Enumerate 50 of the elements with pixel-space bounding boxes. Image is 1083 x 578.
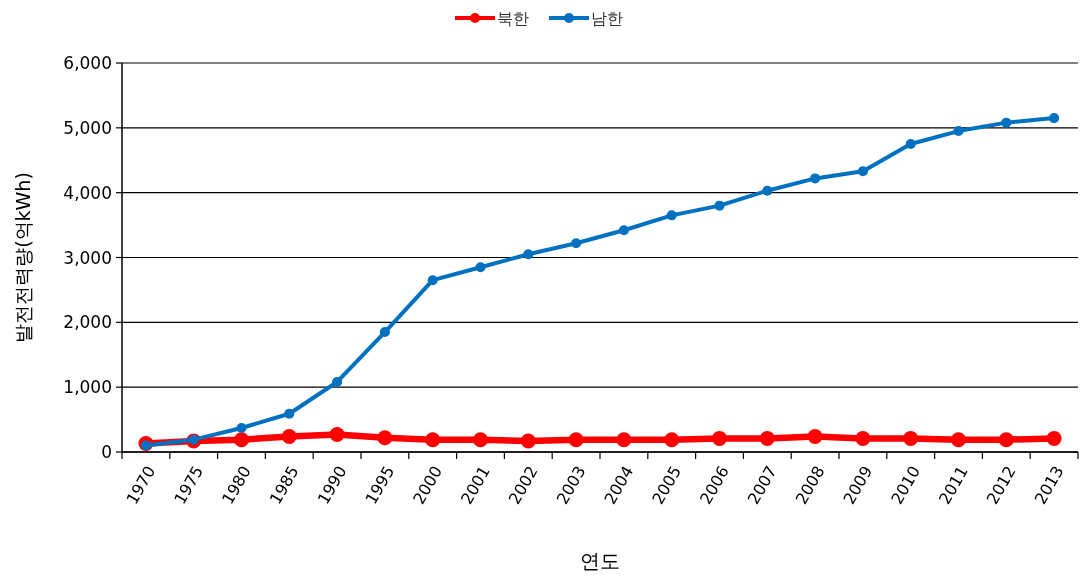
point (1049, 113, 1060, 124)
point (666, 210, 677, 221)
legend-남한: 남한 (549, 9, 623, 28)
point (236, 423, 247, 434)
legend-북한: 북한 (455, 9, 529, 28)
point (329, 427, 345, 442)
point (473, 432, 488, 448)
point (810, 173, 821, 184)
point (998, 432, 1014, 448)
point (855, 430, 871, 446)
point (712, 430, 727, 446)
point (523, 249, 534, 260)
y-tick-label: 1,000 (63, 377, 112, 398)
point (234, 432, 249, 448)
y-tick-label: 4,000 (63, 182, 112, 203)
y-tick-label: 3,000 (63, 247, 112, 268)
legend-label: 남한 (591, 9, 623, 28)
y-tick-label: 0 (101, 442, 112, 462)
y-axis-title: 발전전력량(억kWh) (12, 172, 34, 343)
point (1001, 117, 1012, 128)
y-tick-label: 2,000 (63, 312, 112, 333)
point (281, 428, 297, 444)
point (425, 432, 441, 448)
point (759, 430, 775, 446)
point (618, 225, 629, 236)
point (714, 200, 725, 211)
point (332, 376, 343, 387)
point (377, 430, 393, 446)
point (571, 238, 582, 249)
point (379, 327, 390, 338)
point (664, 432, 680, 448)
point (857, 166, 868, 177)
y-tick-label: 6,000 (63, 53, 112, 73)
point (616, 432, 632, 448)
legend-label: 북한 (497, 9, 529, 28)
point (953, 126, 964, 137)
point (1046, 430, 1062, 446)
point (905, 139, 916, 150)
point (568, 432, 584, 448)
y-tick-label: 5,000 (63, 117, 112, 138)
point (284, 408, 295, 419)
x-axis-title: 연도 (580, 549, 620, 573)
point (427, 275, 438, 286)
point (807, 428, 823, 444)
point (951, 432, 966, 448)
point (903, 430, 919, 446)
point (475, 262, 486, 273)
point (762, 185, 773, 196)
point (140, 440, 151, 451)
point (520, 433, 536, 449)
